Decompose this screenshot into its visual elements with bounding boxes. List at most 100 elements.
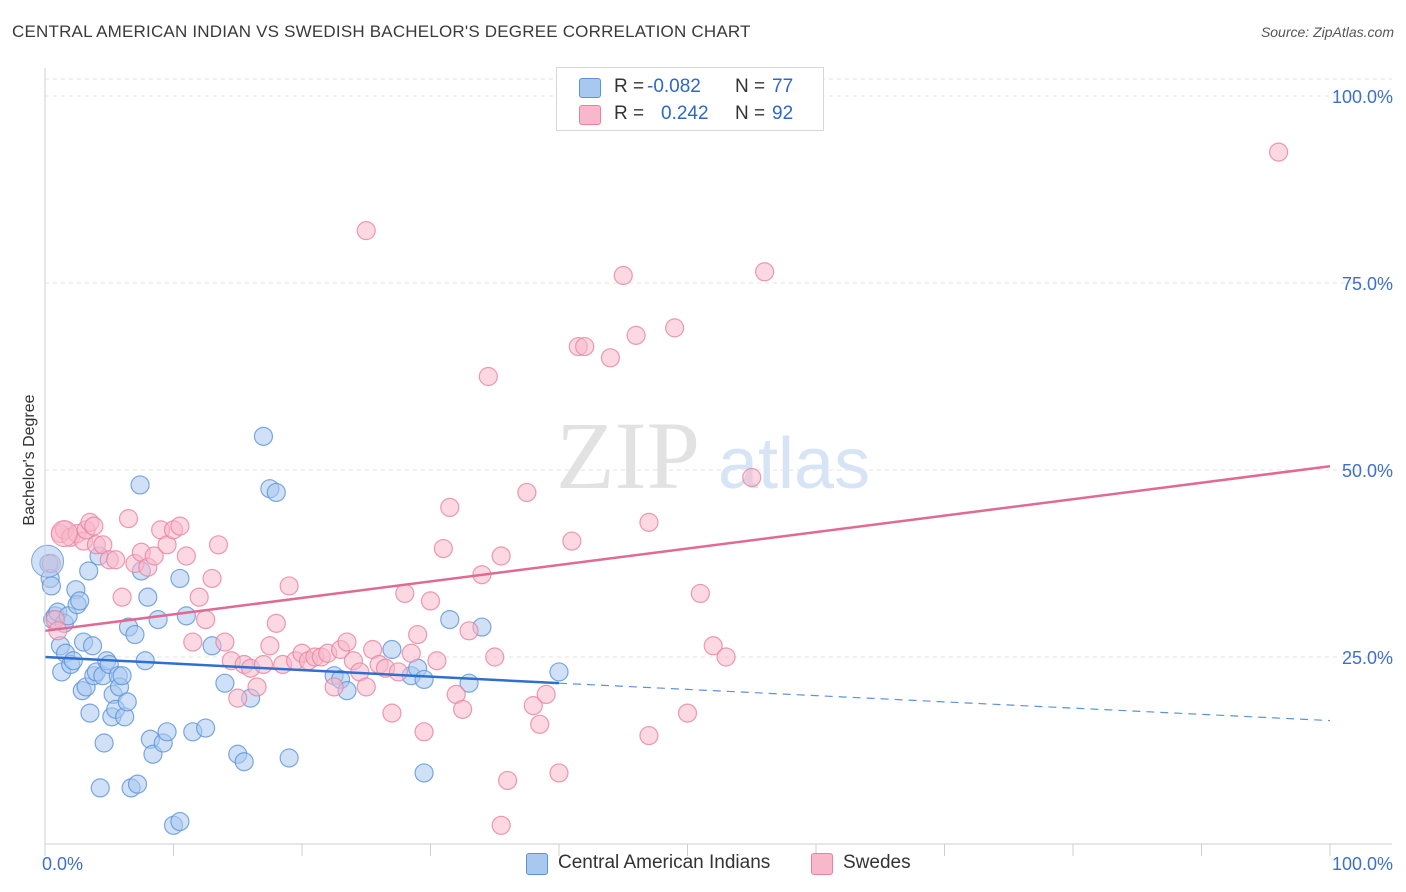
central-american-indians-point <box>112 666 132 686</box>
bottom-legend-swatch-pink <box>811 853 833 875</box>
central-american-indians-point <box>196 718 216 738</box>
chart-title: CENTRAL AMERICAN INDIAN VS SWEDISH BACHE… <box>12 22 751 41</box>
swedes-point <box>279 576 299 596</box>
swedes-point <box>388 662 408 682</box>
legend-r-value: 0.242 <box>661 103 709 124</box>
trend-line-central-american-indians <box>44 655 560 685</box>
swedes-point <box>433 538 453 559</box>
y-tick-label: 50.0% <box>1342 461 1393 481</box>
central-american-indians-point <box>130 475 150 495</box>
legend-swatch-blue <box>579 78 601 98</box>
central-american-indians-point <box>157 722 177 742</box>
swedes-point <box>189 587 209 607</box>
swedes-point <box>530 714 550 734</box>
swedes-point <box>427 651 447 671</box>
swedes-point <box>337 632 357 652</box>
swedes-point <box>420 591 441 611</box>
swedes-point <box>523 696 543 716</box>
swedes-point <box>228 688 248 708</box>
swedes-point <box>754 262 775 282</box>
swedes-point <box>716 647 736 667</box>
swedes-point <box>356 677 376 697</box>
correlation-legend: R = -0.082 N = 77 R = 0.242 N = 92 <box>556 67 824 131</box>
swedes-point <box>600 348 621 368</box>
swedes-point <box>562 531 582 551</box>
central-american-indians-point <box>215 673 235 693</box>
legend-n-label: N = <box>735 103 766 124</box>
swedes-point <box>118 509 139 529</box>
legend-r-label: R = <box>614 76 645 97</box>
swedes-point <box>414 722 434 742</box>
swedes-point <box>440 497 460 517</box>
central-american-indians-point <box>63 651 83 671</box>
central-american-indians-point <box>138 587 158 607</box>
central-american-indians-point <box>414 763 434 783</box>
swedes-point <box>260 636 280 656</box>
trend-line-swedes <box>44 465 1331 633</box>
swedes-point <box>247 677 267 697</box>
swedes-point <box>549 763 569 783</box>
watermark-atlas: atlas <box>718 424 870 504</box>
swedes-point <box>215 632 235 652</box>
swedes-point <box>208 535 229 555</box>
swedes-point <box>690 583 710 604</box>
x-tick-label-max: 100.0% <box>1332 854 1393 874</box>
y-axis-label: Bachelor's Degree <box>21 394 38 526</box>
swedes-point <box>575 336 595 357</box>
legend-n-value: 92 <box>772 103 794 124</box>
central-american-indians-point <box>82 636 103 656</box>
swedes-point <box>677 703 698 723</box>
bottom-legend-label: Central American Indians <box>558 852 771 873</box>
central-american-indians-point <box>90 778 110 798</box>
swedes-point <box>478 366 498 387</box>
central-american-indians-point <box>266 482 286 503</box>
swedes-point <box>106 550 126 570</box>
central-american-indians-point <box>127 774 148 794</box>
source-label: Source: ZipAtlas.com <box>1260 24 1394 40</box>
swedes-point <box>459 621 479 641</box>
y-tick-label: 100.0% <box>1332 87 1393 107</box>
legend-n-value: 77 <box>772 76 794 97</box>
central-american-indians-point <box>117 692 137 712</box>
swedes-point <box>453 699 473 719</box>
swedes-point <box>1268 142 1289 162</box>
swedes-point <box>639 512 659 532</box>
axes: 25.0% 50.0% 75.0% 100.0% 0.0% 100.0% <box>42 68 1393 874</box>
central-american-indians-point <box>94 733 114 753</box>
central-american-indians-point <box>170 811 190 832</box>
swedes-point <box>356 221 376 241</box>
swedes-point <box>401 643 421 663</box>
swedes-point <box>491 815 511 835</box>
central-american-indians-point <box>170 568 190 589</box>
swedes-point <box>266 613 286 633</box>
central-american-indians-point-large <box>31 544 65 578</box>
swedes-point <box>176 546 196 566</box>
legend-row-central-american-indians: R = -0.082 N = 77 <box>557 74 823 100</box>
swedes-point <box>170 516 190 536</box>
central-american-indians-point <box>70 591 90 611</box>
watermark: ZIP atlas <box>556 402 870 509</box>
swedes-point <box>665 318 685 338</box>
swedes-point <box>498 770 518 791</box>
swedes-point <box>395 583 415 604</box>
central-american-indians-point <box>440 609 460 630</box>
swedes-point <box>324 677 344 697</box>
y-tick-label: 75.0% <box>1342 274 1393 294</box>
swedes-point <box>613 265 633 286</box>
central-american-indians-point <box>279 748 299 768</box>
x-tick-label-min: 0.0% <box>42 854 83 874</box>
y-tick-label: 25.0% <box>1342 648 1393 668</box>
data-points <box>31 142 1289 835</box>
trend-line-central-american-indians-extension <box>558 682 1331 722</box>
swedes-point <box>84 516 104 536</box>
swedes-point-large <box>50 520 78 548</box>
bottom-legend-label: Swedes <box>843 852 911 873</box>
swedes-point <box>183 632 203 652</box>
swedes-point <box>517 482 537 503</box>
central-american-indians-point <box>176 606 196 626</box>
legend-n-label: N = <box>735 76 766 97</box>
legend-row-swedes: R = 0.242 N = 92 <box>557 101 823 127</box>
swedes-point <box>626 325 646 345</box>
swedes-point <box>202 568 222 589</box>
